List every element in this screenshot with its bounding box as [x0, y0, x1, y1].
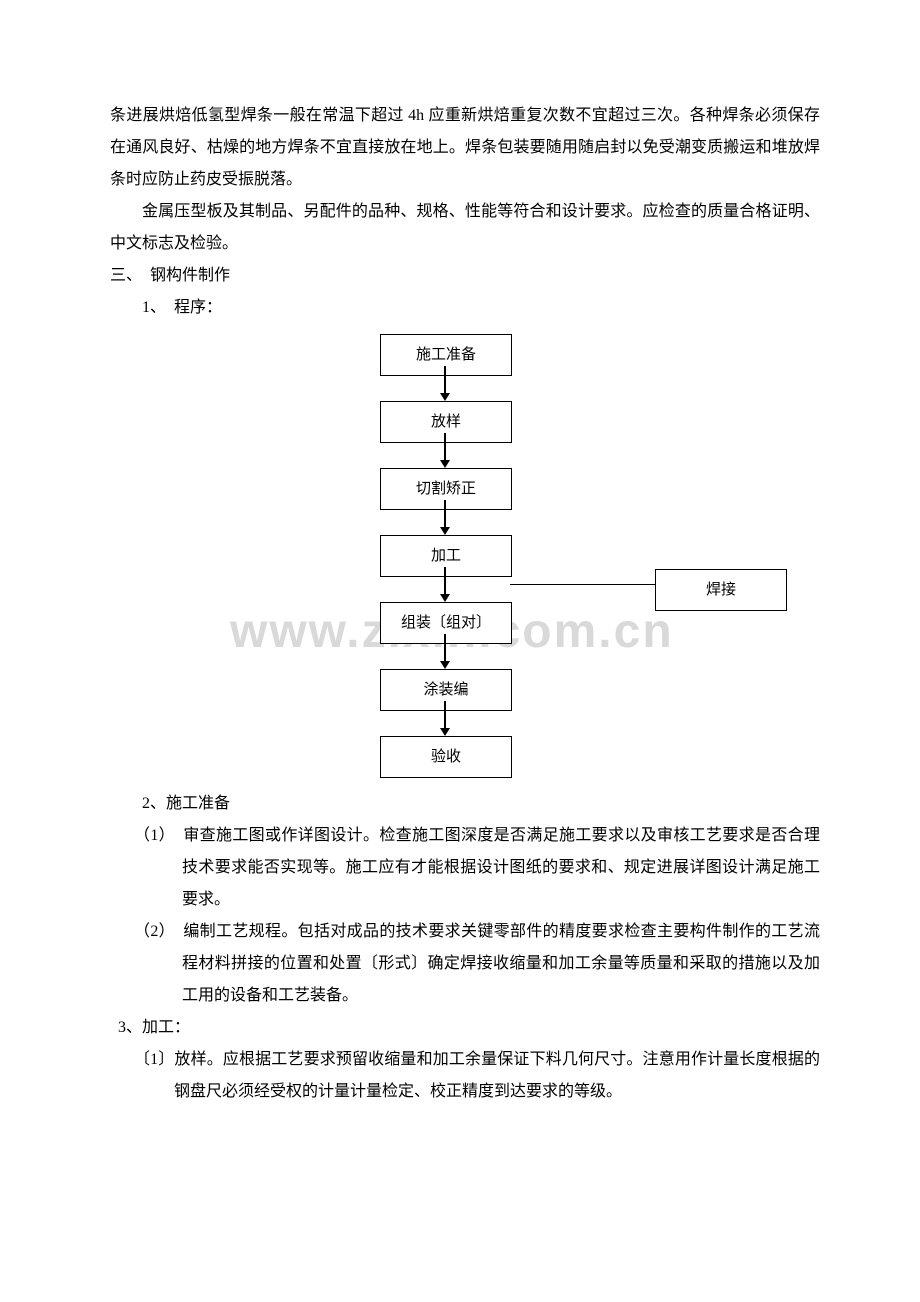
flow-arrow-line	[444, 500, 446, 527]
item-2-1: （1） 审查施工图或作详图设计。检查施工图深度是否满足施工要求以及审核工艺要求是…	[110, 820, 820, 916]
flow-arrow-line	[444, 567, 446, 594]
flow-connector	[510, 584, 655, 585]
flow-node-n5: 组装〔组对〕	[380, 602, 512, 644]
item-2-2: （2） 编制工艺规程。包括对成品的技术要求关键零部件的精度要求检查主要构件制作的…	[110, 916, 820, 1012]
flow-arrow-line	[444, 701, 446, 728]
paragraph-2: 金属压型板及其制品、另配件的品种、规格、性能等符合和设计要求。应检查的质量合格证…	[110, 196, 820, 260]
flow-node-n2: 放样	[380, 401, 512, 443]
flow-arrow-line	[444, 366, 446, 393]
flow-arrow-head	[440, 460, 450, 468]
flow-arrow-head	[440, 728, 450, 736]
item-3-1: 〔1〕放样。应根据工艺要求预留收缩量和加工余量保证下料几何尺寸。注意用作计量长度…	[110, 1044, 820, 1108]
flow-arrow-line	[444, 634, 446, 661]
flow-arrow-head	[440, 393, 450, 401]
flow-arrow-line	[444, 433, 446, 460]
flow-arrow-head	[440, 661, 450, 669]
item-2-prep: 2、施工准备	[110, 788, 820, 820]
flow-arrow-head	[440, 594, 450, 602]
document-page: 条进展烘焙低氢型焊条一般在常温下超过 4h 应重新烘焙重复次数不宜超过三次。各种…	[0, 0, 920, 1188]
item-3-processing: 3、加工：	[110, 1012, 820, 1044]
flow-node-n4: 加工	[380, 535, 512, 577]
flow-node-n3: 切割矫正	[380, 468, 512, 510]
flow-arrow-head	[440, 527, 450, 535]
flow-node-n7: 验收	[380, 736, 512, 778]
section-heading-3: 三、 钢构件制作	[110, 260, 820, 292]
paragraph-1: 条进展烘焙低氢型焊条一般在常温下超过 4h 应重新烘焙重复次数不宜超过三次。各种…	[110, 100, 820, 196]
flow-node-side: 焊接	[655, 569, 787, 611]
flow-node-n1: 施工准备	[380, 334, 512, 376]
flowchart: www.zixin.com.cn 施工准备放样切割矫正加工组装〔组对〕涂装编验收…	[110, 334, 820, 778]
item-1-procedure: 1、 程序：	[142, 292, 820, 324]
flow-node-n6: 涂装编	[380, 669, 512, 711]
